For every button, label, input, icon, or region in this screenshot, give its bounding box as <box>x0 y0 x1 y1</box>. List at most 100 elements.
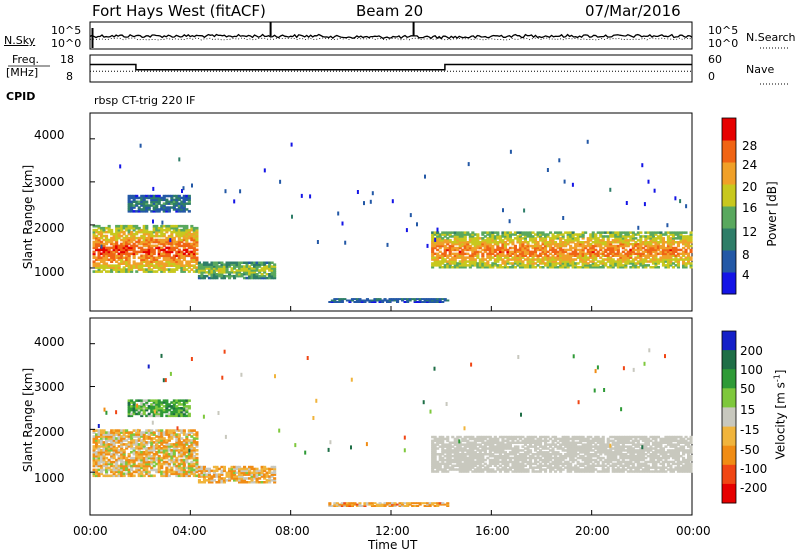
scatter-cell <box>501 441 505 444</box>
scatter-cell <box>441 237 445 240</box>
scatter-cell <box>240 267 244 270</box>
scatter-cell <box>132 254 136 258</box>
scatter-cell <box>263 271 267 274</box>
scatter-cell <box>187 262 191 265</box>
scatter-cell <box>102 238 106 242</box>
scatter-cell <box>180 206 184 209</box>
scatter-cell <box>478 260 482 263</box>
scatter-cell <box>461 260 465 263</box>
scatter-cell <box>167 226 171 230</box>
scatter-cell <box>260 274 264 278</box>
scatter-cell <box>463 266 467 269</box>
scatter-cell <box>135 210 139 213</box>
scatter-cell <box>147 452 151 456</box>
scatter-cell <box>571 231 575 234</box>
scatter-cell <box>92 256 96 260</box>
scatter-cell <box>185 254 189 258</box>
scatter-cell <box>195 232 199 236</box>
scatter-cell <box>175 228 179 232</box>
scatter-cell <box>160 470 164 474</box>
scatter-cell <box>501 445 505 448</box>
scatter-cell <box>526 252 530 256</box>
scatter-cell <box>586 248 590 252</box>
scatter-cell <box>253 273 257 276</box>
scatter-cell <box>559 447 563 450</box>
scatter-cell <box>190 226 194 230</box>
scatter-cell <box>684 231 688 234</box>
scatter-cell <box>513 445 517 448</box>
scatter-cell <box>268 265 272 268</box>
scatter-cell <box>120 230 124 234</box>
scatter-cell <box>556 437 560 441</box>
scatter-cell <box>451 445 455 448</box>
scatter-cell <box>370 301 374 303</box>
scatter-cell <box>529 237 533 240</box>
scatter-cell <box>263 477 267 480</box>
scatter-cell <box>137 196 141 200</box>
scatter-cell <box>120 449 124 452</box>
scatter-cell <box>441 231 445 234</box>
scatter-cell <box>117 268 121 271</box>
scatter-cell <box>433 262 437 265</box>
scatter-cell <box>152 196 156 200</box>
scatter-cell <box>523 470 527 473</box>
scatter-cell <box>180 466 184 470</box>
scatter-cell <box>263 274 267 278</box>
scatter-cell <box>531 470 535 473</box>
scatter-cell <box>624 264 628 267</box>
scatter-cell <box>137 412 141 416</box>
scatter-cell <box>659 252 663 256</box>
scatter-cell <box>92 458 96 462</box>
scatter-cell <box>177 210 181 213</box>
scatter-cell <box>671 248 675 252</box>
scatter-cell <box>508 445 512 448</box>
scatter-cell <box>157 401 161 404</box>
scatter-cell <box>155 196 159 200</box>
scatter-cell <box>127 399 131 402</box>
scatter-cell <box>175 399 179 402</box>
scatter-cell <box>92 472 96 476</box>
scatter-cell <box>255 265 259 268</box>
scatter-cell <box>566 441 570 444</box>
scatter-cell <box>142 470 146 474</box>
scatter-cell <box>511 447 515 450</box>
scatter-cell <box>175 445 179 448</box>
scatter-cell <box>135 266 139 269</box>
scatter-cell <box>190 447 194 450</box>
scatter-cell <box>569 233 573 236</box>
scatter-cell <box>152 468 156 472</box>
scatter-cell <box>175 437 179 440</box>
scatter-cell <box>162 441 166 444</box>
scatter-cell <box>233 467 237 471</box>
scatter-cell <box>145 270 149 273</box>
scatter-cell <box>523 254 527 257</box>
scatter-cell <box>566 264 570 267</box>
scatter-cell <box>147 240 151 244</box>
scatter-cell <box>175 474 179 478</box>
scatter-cell <box>631 266 635 269</box>
scatter-cell <box>127 443 131 446</box>
scatter-cell <box>165 410 169 414</box>
scatter-cell <box>559 233 563 236</box>
scatter-cell <box>147 407 151 410</box>
scatter-cell <box>120 437 124 440</box>
scatter-cell <box>107 246 111 250</box>
scatter-cell <box>431 453 435 456</box>
scatter-cell <box>162 252 166 256</box>
scatter-cell <box>463 470 467 473</box>
scatter-cell <box>571 441 575 444</box>
scatter-cell <box>531 435 535 439</box>
scatter-cell <box>569 231 573 234</box>
scatter-cell <box>503 242 507 246</box>
scatter-cell <box>170 232 174 236</box>
scatter-cell <box>260 467 264 471</box>
scatter-cell <box>461 231 465 234</box>
scatter-cell <box>534 456 538 460</box>
scatter-cell <box>152 258 156 262</box>
scatter-cell <box>147 254 151 258</box>
scatter-cell <box>438 441 442 444</box>
scatter-cell <box>180 266 184 269</box>
scatter-cell <box>132 236 136 240</box>
scatter-cell <box>451 248 455 252</box>
scatter-cell <box>155 403 159 406</box>
